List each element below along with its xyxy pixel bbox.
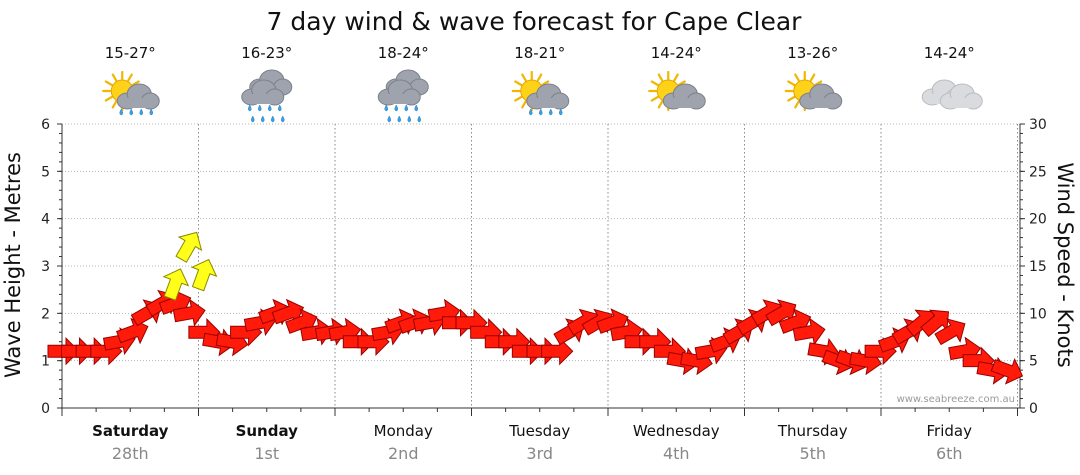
day-temperature-range: 14-24° <box>651 44 702 62</box>
axes: 0 1 2 3 4 5 6 0 5 10 15 20 25 30 <box>41 117 1047 417</box>
wind-gust-arrow <box>175 231 203 263</box>
y-tick-label-right: 25 <box>1029 164 1047 180</box>
wind-arrow <box>934 318 966 346</box>
wind-gust-arrow <box>162 268 190 301</box>
x-label-date: 6th <box>936 444 963 463</box>
x-label-date: 3rd <box>526 444 553 463</box>
y-axis-left-label: Wave Height - Metres <box>1 152 25 378</box>
day-temperature-range: 18-21° <box>514 44 565 62</box>
y-tick-label-left: 0 <box>41 401 50 417</box>
sun-cloud-icon <box>648 70 706 112</box>
plot-area: 0 1 2 3 4 5 6 0 5 10 15 20 25 30 <box>41 117 1047 417</box>
x-label-date: 28th <box>112 444 149 463</box>
cloud-icon <box>921 79 983 110</box>
x-label-day: Saturday <box>92 422 169 440</box>
chart-title: 7 day wind & wave forecast for Cape Clea… <box>267 7 803 36</box>
cloud-rain-icon <box>377 69 429 123</box>
wind-arrow-series <box>47 231 1024 385</box>
wind-arrow <box>765 299 797 327</box>
y-tick-label-left: 4 <box>41 212 50 228</box>
x-label-date: 5th <box>799 444 826 463</box>
day-temperature-range: 18-24° <box>378 44 429 62</box>
y-tick-label-right: 10 <box>1029 306 1047 322</box>
x-label-day: Wednesday <box>633 422 720 440</box>
cloud-rain-icon <box>241 69 293 123</box>
credit-watermark: www.seabreeze.com.au <box>897 394 1015 405</box>
y-tick-label-right: 20 <box>1029 212 1047 228</box>
y-tick-label-left: 2 <box>41 306 50 322</box>
sun-cloud-rain-icon <box>511 70 570 116</box>
wind-arrow <box>990 357 1024 385</box>
wind-arrow <box>792 317 826 346</box>
sun-cloud-rain-icon <box>102 70 160 116</box>
x-label-day: Friday <box>927 422 973 440</box>
day-temperature-range: 16-23° <box>241 44 292 62</box>
y-tick-label-right: 15 <box>1029 259 1047 275</box>
y-tick-label-left: 1 <box>41 354 50 370</box>
wind-arrow <box>116 317 149 345</box>
x-label-day: Thursday <box>777 422 848 440</box>
y-tick-label-right: 30 <box>1029 117 1047 133</box>
wind-arrow <box>172 298 206 327</box>
day-forecast-header: 15-27° 16-23° 18-24° 18-21° 14-24° 13-26° 14-2… <box>102 44 983 123</box>
x-label-date: 1st <box>254 444 279 463</box>
x-label-date: 4th <box>663 444 690 463</box>
x-axis-day-labels: Saturday 28th Sunday 1st Monday 2nd Tuesday 3rd… <box>92 422 972 463</box>
x-label-day: Sunday <box>236 422 299 440</box>
day-temperature-range: 15-27° <box>105 44 156 62</box>
y-tick-label-left: 6 <box>41 117 50 133</box>
x-label-day: Monday <box>374 422 433 440</box>
wind-gust-arrow <box>190 258 218 292</box>
x-label-date: 2nd <box>388 444 418 463</box>
y-tick-label-left: 5 <box>41 164 50 180</box>
day-temperature-range: 14-24° <box>924 44 975 62</box>
y-tick-label-right: 5 <box>1029 354 1038 370</box>
y-tick-label-right: 0 <box>1029 401 1038 417</box>
x-label-day: Tuesday <box>508 422 570 440</box>
sun-cloud-icon <box>784 70 843 112</box>
day-temperature-range: 13-26° <box>787 44 838 62</box>
y-tick-label-left: 3 <box>41 259 50 275</box>
y-axis-right-label: Wind Speed - Knots <box>1053 162 1077 367</box>
